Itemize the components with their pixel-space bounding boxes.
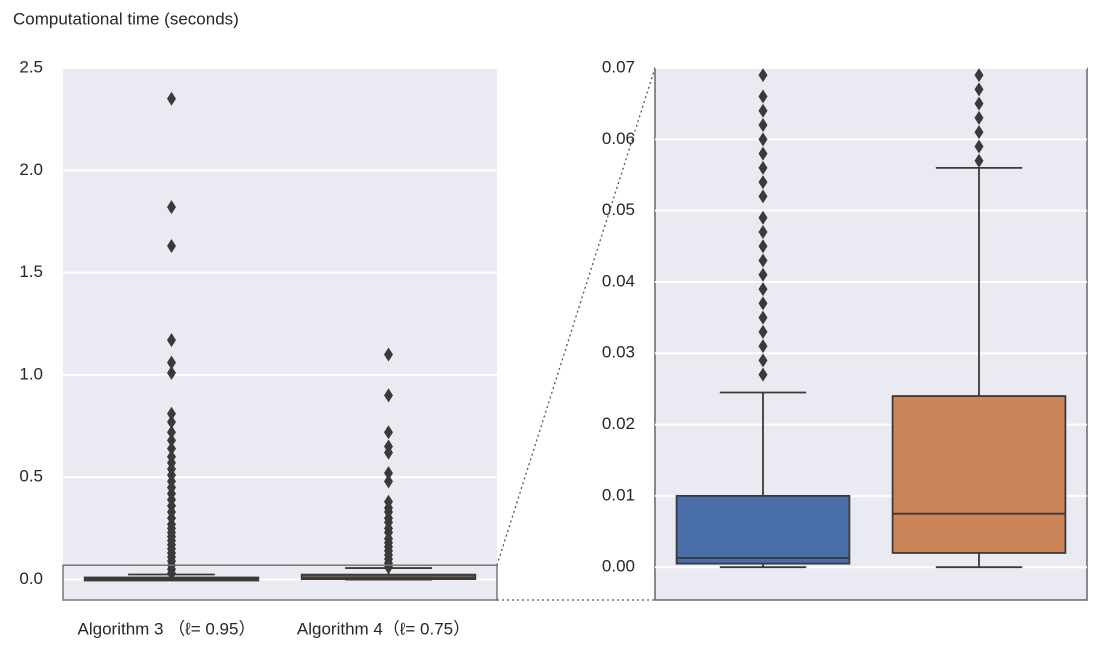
y-tick-label: 0.04	[602, 271, 635, 290]
outlier	[758, 253, 768, 268]
outlier	[384, 347, 393, 362]
outlier	[758, 282, 768, 297]
y-tick-label: 0.02	[602, 414, 635, 433]
outlier	[384, 425, 393, 440]
zoom-connector	[496, 67, 656, 566]
outlier	[758, 160, 768, 175]
outlier	[758, 146, 768, 161]
outlier	[758, 68, 768, 83]
outlier	[384, 439, 393, 454]
y-tick-label: 0.06	[602, 129, 635, 148]
y-axis-title: Computational time (seconds)	[13, 9, 239, 28]
zoom-region	[62, 564, 498, 601]
x-tick-label: Algorithm 3 （ℓ= 0.95）	[78, 619, 256, 638]
outlier	[167, 200, 176, 215]
box	[675, 494, 851, 565]
y-tick-label: 1.0	[19, 364, 43, 383]
y-tick-label: 1.5	[19, 262, 43, 281]
y-tick-label: 0.01	[602, 485, 635, 504]
y-tick-label: 0.0	[19, 569, 43, 588]
outlier	[758, 367, 768, 382]
outlier	[758, 339, 768, 354]
outlier	[974, 125, 984, 140]
outlier	[384, 388, 393, 403]
outlier	[758, 353, 768, 368]
plot-background	[63, 68, 497, 600]
outlier	[758, 118, 768, 133]
outlier	[167, 333, 176, 348]
outlier	[758, 103, 768, 118]
outlier	[167, 91, 176, 106]
outlier	[974, 110, 984, 125]
outlier	[167, 355, 176, 370]
outlier	[758, 324, 768, 339]
outlier	[974, 82, 984, 97]
outlier	[384, 494, 393, 509]
y-tick-label: 0.07	[602, 57, 635, 76]
outlier	[974, 139, 984, 154]
y-tick-label: 0.00	[602, 557, 635, 576]
outlier	[758, 225, 768, 240]
outlier	[167, 441, 176, 456]
y-tick-label: 2.0	[19, 160, 43, 179]
outlier	[167, 414, 176, 429]
outlier	[758, 310, 768, 325]
outlier	[758, 267, 768, 282]
outlier	[167, 425, 176, 440]
outlier	[167, 406, 176, 421]
x-tick-label: Algorithm 4（ℓ= 0.75）	[297, 619, 470, 638]
outlier	[384, 474, 393, 489]
outlier	[758, 210, 768, 225]
outlier	[758, 132, 768, 147]
outlier	[758, 189, 768, 204]
box	[300, 573, 477, 581]
outlier	[974, 153, 984, 168]
outlier	[384, 466, 393, 481]
outlier	[167, 433, 176, 448]
outlier	[167, 449, 176, 464]
outlier	[974, 68, 984, 83]
outlier	[974, 96, 984, 111]
box	[891, 395, 1067, 554]
outlier	[758, 175, 768, 190]
outlier	[758, 239, 768, 254]
y-tick-label: 0.03	[602, 343, 635, 362]
y-tick-label: 0.05	[602, 200, 635, 219]
outlier	[758, 89, 768, 104]
y-tick-label: 0.5	[19, 467, 43, 486]
outlier	[167, 365, 176, 380]
y-tick-label: 2.5	[19, 57, 43, 76]
outlier	[167, 239, 176, 254]
outlier	[758, 296, 768, 311]
